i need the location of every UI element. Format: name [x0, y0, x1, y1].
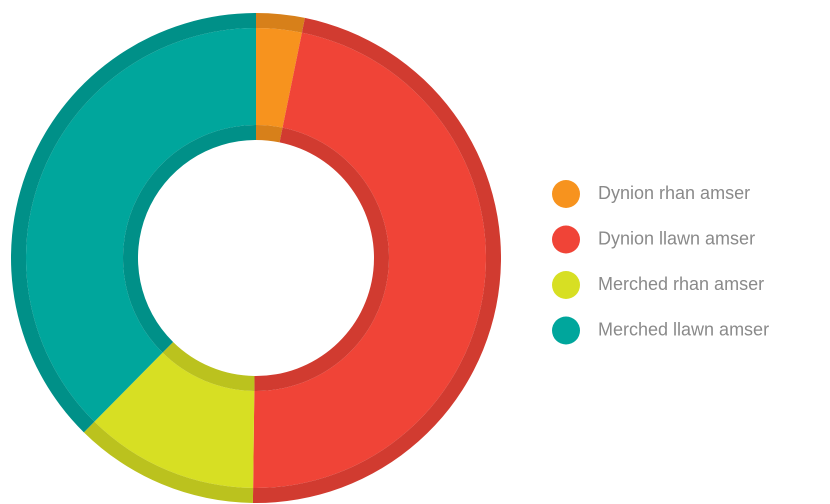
- donut-slice-inner-band: [254, 127, 390, 392]
- donut-slice: [94, 352, 255, 488]
- donut-slice: [256, 28, 302, 128]
- donut-slice-inner-band: [256, 125, 283, 143]
- legend-swatch: [552, 225, 580, 254]
- legend-label: Merched rhan amser: [598, 274, 764, 294]
- legend-label: Dynion rhan amser: [598, 183, 750, 203]
- donut-slice-outer-band: [83, 421, 254, 503]
- donut-slice-outer-band: [256, 13, 305, 33]
- donut-slice-inner-band: [162, 341, 255, 391]
- donut-slice: [253, 32, 486, 488]
- donut-slice-outer-band: [11, 13, 257, 433]
- legend-swatch: [552, 271, 580, 299]
- legend-label: Dynion llawn amser: [598, 228, 755, 248]
- legend-label: Merched llawn amser: [598, 319, 769, 339]
- donut-slice-inner-band: [123, 125, 256, 353]
- donut-slice: [26, 28, 257, 422]
- legend-swatch: [552, 316, 580, 345]
- legend-swatch: [552, 180, 580, 208]
